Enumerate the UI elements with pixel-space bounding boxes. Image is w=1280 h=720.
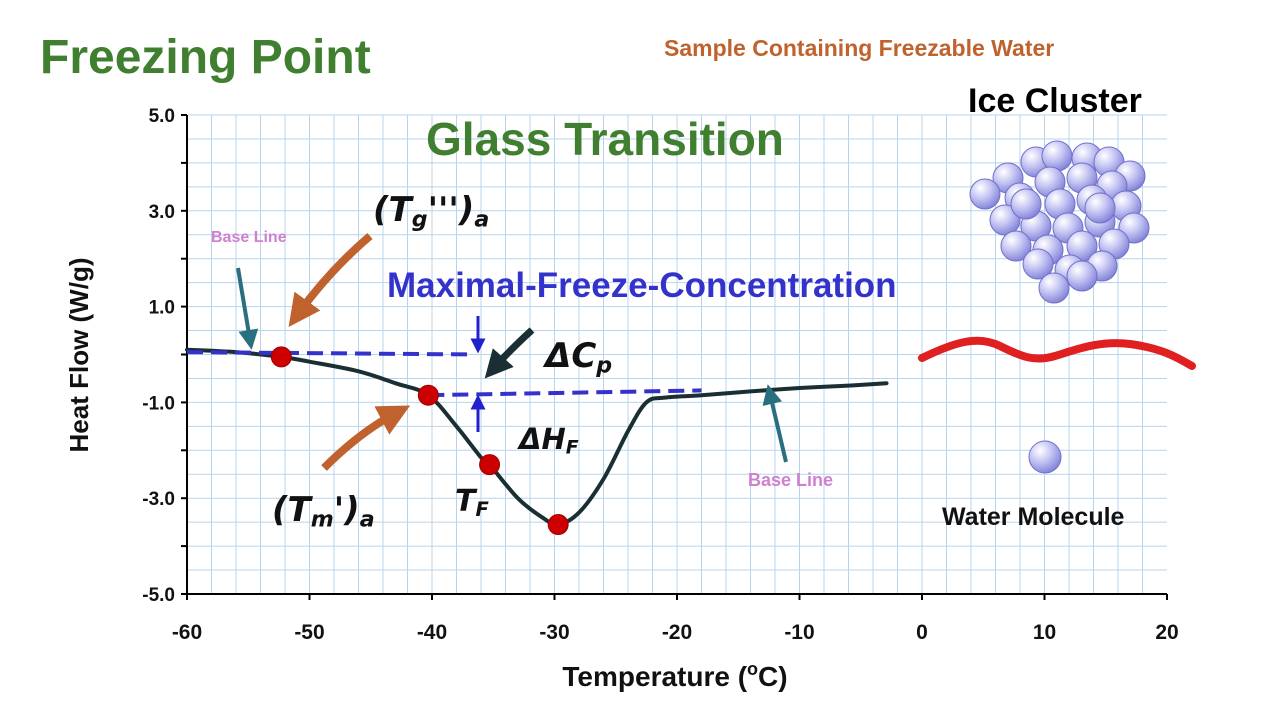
liquid-water-wave [918,336,1196,370]
x-tick-label: -50 [294,621,324,644]
x-tick-label: 20 [1155,621,1178,644]
ice-sphere-icon [1000,230,1032,262]
x-tick-label: 0 [916,621,928,644]
x-tick-label: -10 [784,621,814,644]
y-tick-label: 5.0 [149,106,175,127]
chart-title: Freezing Point [40,31,371,84]
ice-sphere-icon [989,204,1021,236]
delta-cp-arrow [484,327,535,379]
x-tick-label: -40 [417,621,447,644]
decorations [236,140,1196,474]
x-axis-label: Temperature (oC) [562,659,787,692]
baseline-lower-dashed [428,388,702,398]
y-axis-label: Heat Flow (W/g) [64,258,94,453]
curve-layer [185,347,889,527]
y-tick-label: 1.0 [149,298,175,319]
curve-point [417,384,439,406]
tg-label: (Tg''')a [373,190,490,233]
water-molecule-label: Water Molecule [942,503,1125,531]
y-tick-label: -1.0 [142,393,175,414]
ice-sphere-icon [969,178,1001,210]
axes [181,114,1168,600]
y-tick-label: -5.0 [142,585,175,606]
chart-subtitle: Sample Containing Freezable Water [664,35,1055,61]
x-tick-label: -60 [172,621,202,644]
baseline-lower-label: Base Line [748,470,834,490]
maximal-freeze-label: Maximal-Freeze-Concentration [387,266,897,305]
ice-sphere-icon [1022,248,1054,280]
curve-point [479,454,501,476]
curve-point [270,346,292,368]
ice-sphere-icon [1041,140,1073,172]
tf-label: TF [455,484,489,521]
delta-hf-label: ΔHF [519,422,579,459]
ice-sphere-icon [1084,192,1116,224]
x-tick-label: 10 [1033,621,1056,644]
ice-sphere-icon [1066,260,1098,292]
ice-sphere-icon [1010,188,1042,220]
tick-labels: -60 -50 -40 -30 -20 -10 0 10 20 5.0 3.0 1.0 -1.0 -3.0… [142,106,1178,644]
x-tick-label: -30 [539,621,569,644]
heat-flow-curve [185,347,889,527]
y-tick-label: 3.0 [149,202,175,223]
delta-cp-label: ΔCp [545,336,613,379]
baseline-lower-arrow [762,384,788,463]
ice-sphere-icon [1038,272,1070,304]
water-molecule-icon [1028,440,1062,474]
points-layer [270,346,569,536]
curve-point [547,514,569,536]
baseline-upper-label: Base Line [211,229,287,246]
tg-arrow [288,232,373,327]
ice-cluster-label: Ice Cluster [968,82,1142,120]
y-tick-label: -3.0 [142,489,175,510]
tm-arrow [321,405,411,471]
tm-label: (Tm')a [272,490,375,533]
x-tick-label: -20 [662,621,692,644]
baseline-upper-arrow [236,267,259,350]
glass-transition-label: Glass Transition [426,113,784,165]
